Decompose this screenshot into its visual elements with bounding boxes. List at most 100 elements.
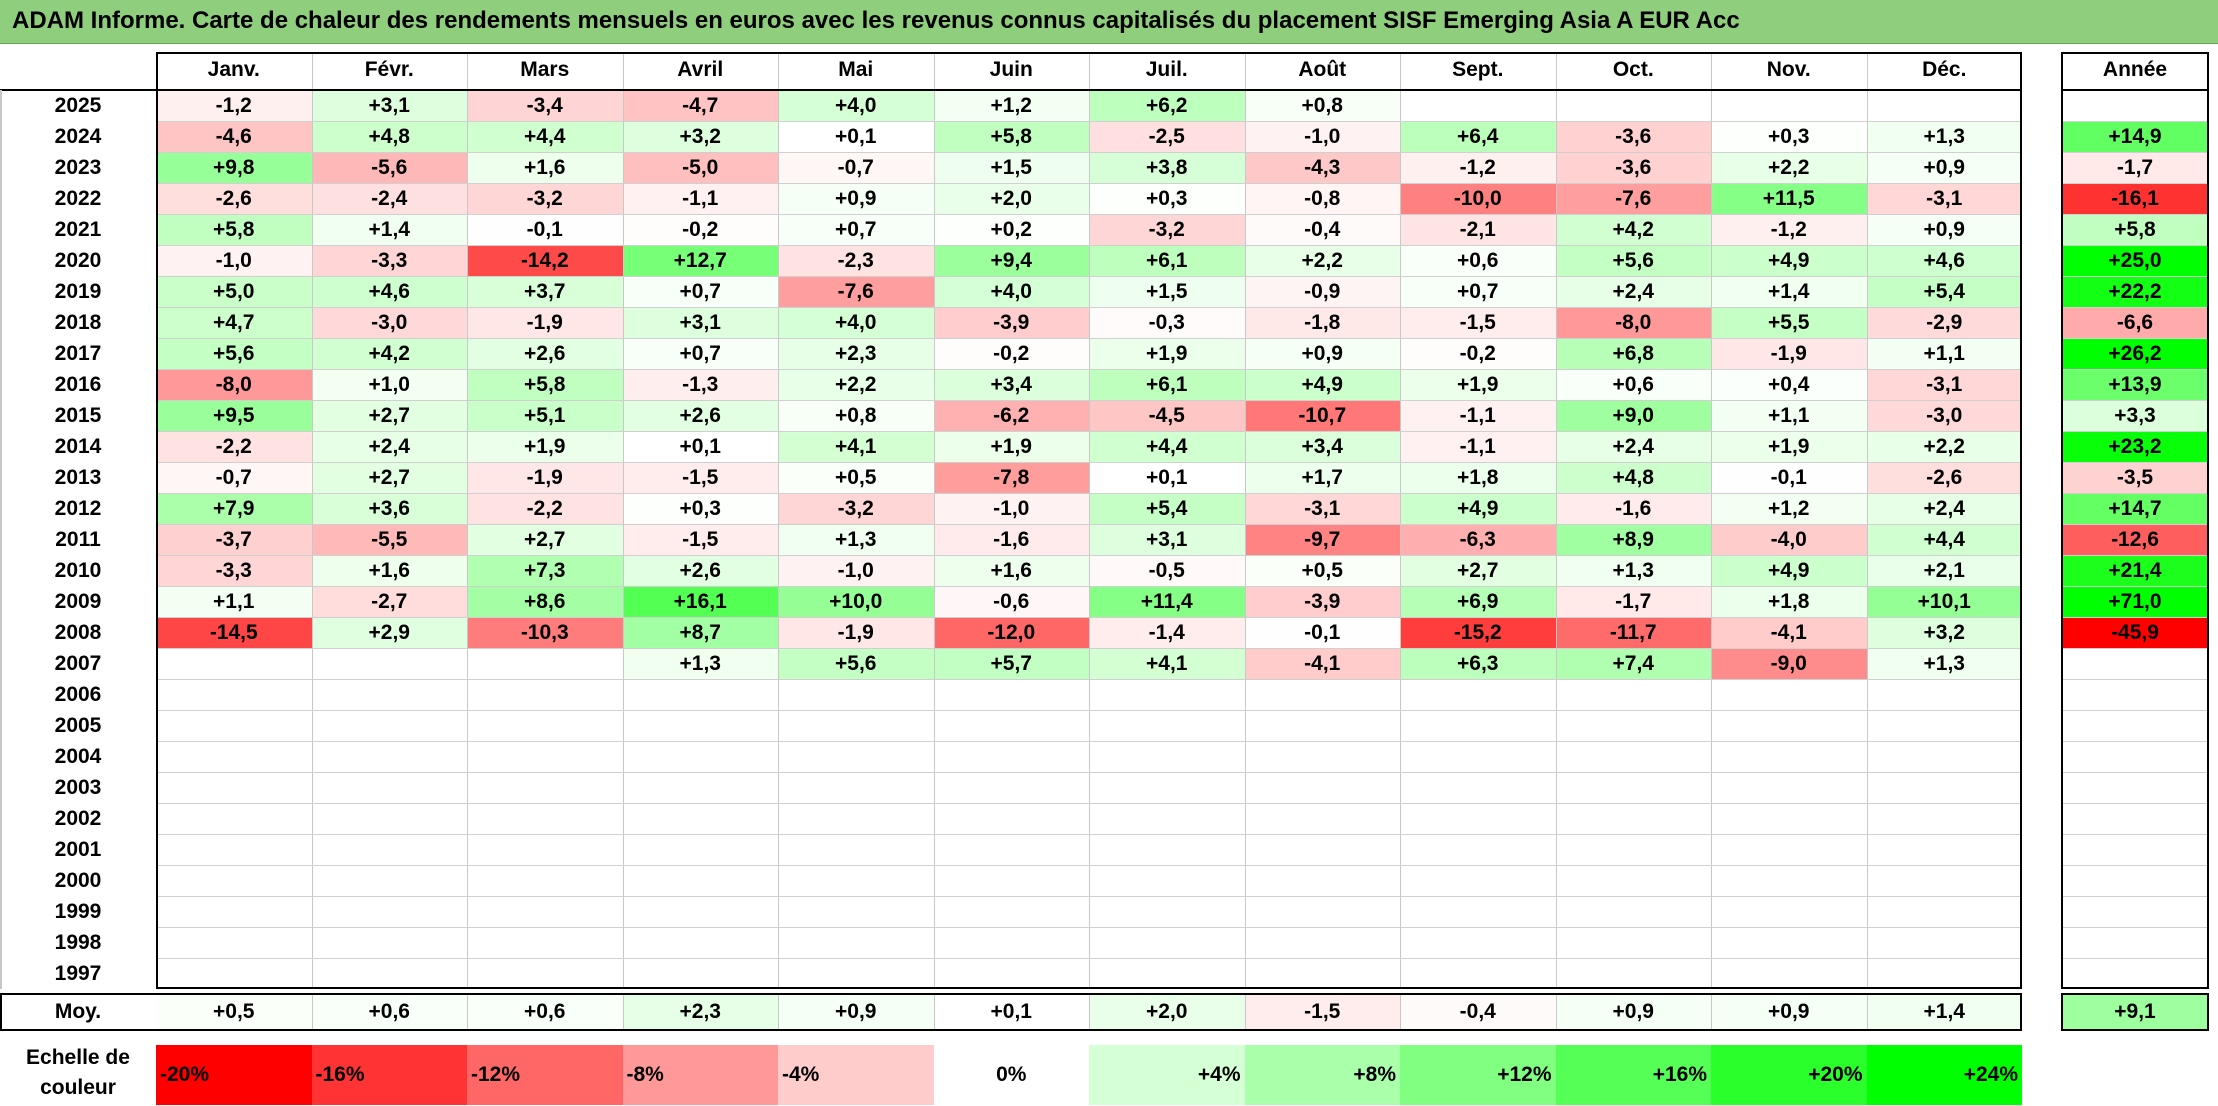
heatmap-cell bbox=[1089, 927, 1245, 958]
heatmap-cell: -2,2 bbox=[467, 493, 623, 524]
annual-cell bbox=[2061, 896, 2209, 927]
heatmap-cell bbox=[622, 710, 778, 741]
year-label: 2019 bbox=[54, 279, 102, 303]
heatmap-cell: +16,1 bbox=[622, 586, 778, 617]
grid-line bbox=[156, 493, 2022, 494]
heatmap-cell: +0,7 bbox=[1400, 276, 1556, 307]
heatmap-cell bbox=[1555, 710, 1711, 741]
heatmap-cell: -3,0 bbox=[311, 307, 467, 338]
heatmap-cell bbox=[1711, 896, 1867, 927]
heatmap-cell: -2,1 bbox=[1400, 214, 1556, 245]
heatmap-cell bbox=[467, 648, 623, 679]
grid-line bbox=[311, 52, 313, 989]
heatmap-cell bbox=[933, 958, 1089, 989]
year-label: 2025 bbox=[54, 93, 102, 117]
heatmap-cell bbox=[1089, 679, 1245, 710]
grid-line bbox=[156, 710, 2022, 711]
heatmap-cell bbox=[1244, 803, 1400, 834]
year-label: 2024 bbox=[54, 124, 102, 148]
average-cell: +1,4 bbox=[1866, 995, 2022, 1029]
grid-line bbox=[1866, 52, 1868, 989]
month-header: Sept. bbox=[1452, 58, 1504, 81]
heatmap-cell bbox=[1400, 958, 1556, 989]
heatmap-cell: +0,9 bbox=[1866, 152, 2022, 183]
heatmap-cell bbox=[1089, 803, 1245, 834]
heatmap-cell: -10,7 bbox=[1244, 400, 1400, 431]
annual-cell: +22,2 bbox=[2061, 276, 2209, 307]
heatmap-cell: +0,3 bbox=[1089, 183, 1245, 214]
heatmap-cell bbox=[156, 927, 312, 958]
heatmap-cell bbox=[622, 927, 778, 958]
grid-line bbox=[156, 617, 2022, 618]
grid-line bbox=[156, 741, 2022, 742]
heatmap-cell: +5,5 bbox=[1711, 307, 1867, 338]
heatmap-cell: +5,6 bbox=[156, 338, 312, 369]
heatmap-cell bbox=[1866, 896, 2022, 927]
average-row-frame bbox=[0, 993, 2022, 1031]
grid-line bbox=[2061, 648, 2209, 649]
heatmap-cell bbox=[156, 896, 312, 927]
grid-line bbox=[1711, 52, 1712, 989]
heatmap-cell bbox=[1866, 958, 2022, 989]
heatmap-cell: -1,2 bbox=[1400, 152, 1556, 183]
heatmap-cell: +6,1 bbox=[1089, 369, 1245, 400]
grid-line bbox=[311, 995, 313, 1029]
annual-cell: -1,7 bbox=[2061, 152, 2209, 183]
heatmap-cell: +4,0 bbox=[933, 276, 1089, 307]
heatmap-cell: +4,4 bbox=[1866, 524, 2022, 555]
heatmap-cell: +4,0 bbox=[778, 90, 934, 121]
grid-line bbox=[1866, 995, 1868, 1029]
grid-line bbox=[2061, 710, 2209, 711]
heatmap-cell bbox=[1400, 896, 1556, 927]
heatmap-cell: -2,2 bbox=[156, 431, 312, 462]
average-cell: +0,6 bbox=[311, 995, 467, 1029]
heatmap-cell bbox=[1555, 927, 1711, 958]
grid-line bbox=[2061, 152, 2209, 153]
legend-swatch: +4% bbox=[1089, 1045, 1245, 1105]
grid-line bbox=[2061, 214, 2209, 215]
grid-line bbox=[467, 52, 468, 989]
heatmap-cell: +0,9 bbox=[1866, 214, 2022, 245]
average-annual-frame bbox=[2061, 993, 2209, 1031]
heatmap-cell bbox=[1555, 834, 1711, 865]
heatmap-cell: -2,3 bbox=[778, 245, 934, 276]
heatmap-cell: -1,5 bbox=[622, 462, 778, 493]
year-label: 2009 bbox=[54, 589, 102, 613]
heatmap-cell bbox=[1089, 958, 1245, 989]
heatmap-cell bbox=[467, 710, 623, 741]
heatmap-cell bbox=[311, 710, 467, 741]
heatmap-cell: -1,7 bbox=[1555, 586, 1711, 617]
heatmap-cell: +1,4 bbox=[1711, 276, 1867, 307]
grid-line bbox=[2061, 555, 2209, 556]
heatmap-cell: +1,8 bbox=[1400, 462, 1556, 493]
heatmap-cell bbox=[1866, 927, 2022, 958]
grid-line bbox=[2061, 679, 2209, 680]
heatmap-cell bbox=[622, 679, 778, 710]
grid-line bbox=[622, 52, 624, 989]
heatmap-cell: +11,4 bbox=[1089, 586, 1245, 617]
heatmap-cell: +9,0 bbox=[1555, 400, 1711, 431]
month-header: Juil. bbox=[1145, 58, 1188, 81]
heatmap-cell bbox=[1711, 772, 1867, 803]
heatmap-cell bbox=[622, 741, 778, 772]
heatmap-cell: +4,0 bbox=[778, 307, 934, 338]
grid-line bbox=[156, 307, 2022, 308]
heatmap-cell: +2,3 bbox=[778, 338, 934, 369]
year-label: 2018 bbox=[54, 310, 102, 334]
heatmap-cell: -3,4 bbox=[467, 90, 623, 121]
heatmap-cell: +2,4 bbox=[1555, 276, 1711, 307]
grid-line bbox=[2061, 121, 2209, 122]
heatmap-cell: -5,0 bbox=[622, 152, 778, 183]
annual-cell: +23,2 bbox=[2061, 431, 2209, 462]
year-label: 2017 bbox=[54, 341, 102, 365]
average-cell: +2,0 bbox=[1089, 995, 1245, 1029]
grid-line bbox=[2061, 369, 2209, 370]
heatmap-cell: +1,9 bbox=[933, 431, 1089, 462]
heatmap-cell: +0,5 bbox=[1244, 555, 1400, 586]
heatmap-cell bbox=[1244, 958, 1400, 989]
heatmap-cell bbox=[1711, 834, 1867, 865]
heatmap-cell bbox=[1400, 90, 1556, 121]
grid-line bbox=[2061, 865, 2209, 866]
heatmap-cell: +2,6 bbox=[622, 555, 778, 586]
heatmap-cell bbox=[311, 648, 467, 679]
